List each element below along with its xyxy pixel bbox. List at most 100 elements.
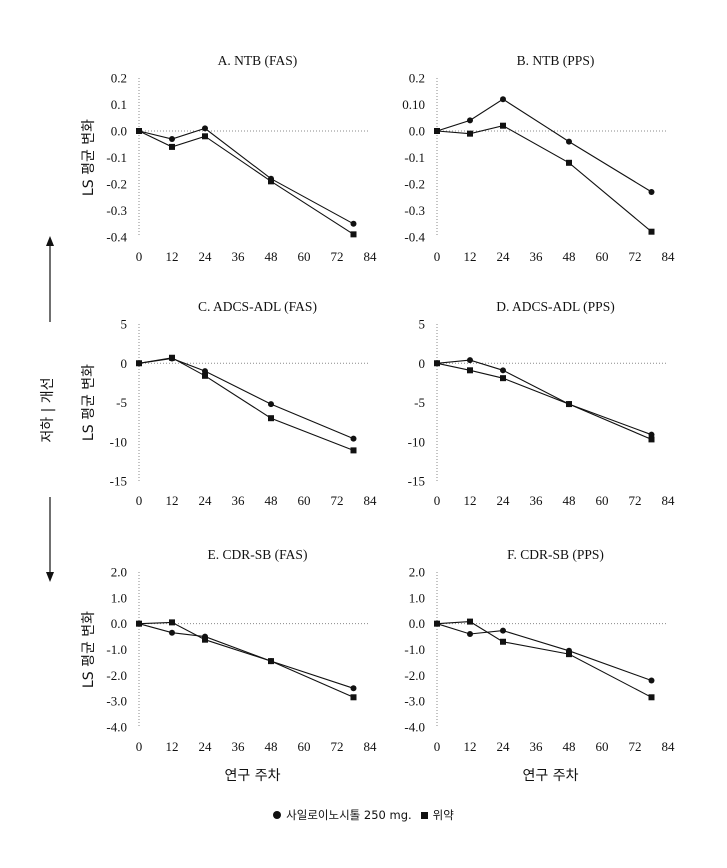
chart-b: B. NTB (PPS) 0.2 0.10 0.0 -0.1 -0.2 -0.3 -0.4 0 1… xyxy=(402,53,675,264)
x-tick-label: 12 xyxy=(166,739,179,754)
y-tick-label: -1.0 xyxy=(106,642,127,657)
x-tick-label: 12 xyxy=(464,493,477,508)
chart-title: B. NTB (PPS) xyxy=(517,53,595,68)
x-tick-label: 0 xyxy=(434,249,441,264)
x-tick-label: 60 xyxy=(596,739,609,754)
data-point-square xyxy=(268,415,274,422)
x-tick-label: 84 xyxy=(662,493,676,508)
data-point-square xyxy=(566,401,572,408)
x-tick-label: 24 xyxy=(497,739,511,754)
data-point-square xyxy=(202,133,208,140)
x-tick-label: 36 xyxy=(232,493,246,508)
data-point-circle xyxy=(500,367,506,374)
x-tick-label: 12 xyxy=(464,739,477,754)
x-tick-label: 84 xyxy=(364,493,378,508)
data-point-circle xyxy=(467,631,473,637)
x-tick-label: 36 xyxy=(530,249,544,264)
x-tick-label: 0 xyxy=(136,739,143,754)
data-point-circle xyxy=(202,125,208,132)
y-tick-label: 1.0 xyxy=(111,590,127,605)
data-point-circle xyxy=(169,629,175,636)
improvement-decline-label: 저하 | 개선 xyxy=(40,377,56,442)
y-tick-label: -0.2 xyxy=(404,177,425,192)
data-point-square xyxy=(136,128,142,134)
series-line-square xyxy=(436,125,652,233)
y-tick-label: -0.2 xyxy=(106,177,127,192)
data-point-square xyxy=(566,651,572,658)
y-tick-label: 0 xyxy=(121,356,128,371)
x-tick-label: 24 xyxy=(199,739,213,754)
data-point-circle xyxy=(648,188,655,195)
data-point-circle xyxy=(467,357,473,364)
x-tick-label: 60 xyxy=(596,493,609,508)
data-point-circle xyxy=(500,96,506,103)
y-tick-label: -15 xyxy=(110,474,127,489)
y-tick-label: 0.0 xyxy=(111,616,127,631)
chart-c: C. ADCS-ADL (FAS) 5 0 -5 -10 -15 0 12 24 36 48 60 72… xyxy=(81,299,377,508)
legend-label-placebo: 위약 xyxy=(432,808,454,822)
data-point-square xyxy=(169,619,175,626)
x-tick-label: 24 xyxy=(199,493,213,508)
y-tick-label: -0.3 xyxy=(404,203,425,218)
chart-title: E. CDR-SB (FAS) xyxy=(208,547,308,562)
data-point-square xyxy=(350,447,357,454)
y-axis-label: LS 평균 변화 xyxy=(81,611,97,688)
x-tick-label: 48 xyxy=(265,739,278,754)
x-tick-label: 84 xyxy=(364,739,378,754)
data-point-square xyxy=(434,620,440,627)
legend-square-marker xyxy=(420,811,428,819)
x-axis-label: 연구 주차 xyxy=(523,768,579,784)
y-tick-label: -5 xyxy=(116,395,127,410)
chart-title: F. CDR-SB (PPS) xyxy=(507,547,604,562)
data-point-circle xyxy=(648,677,655,684)
x-tick-label: 0 xyxy=(136,249,143,264)
y-tick-label: 0.1 xyxy=(111,97,127,112)
data-point-circle xyxy=(169,135,175,142)
y-axis-label: LS 평균 변화 xyxy=(81,119,97,196)
x-tick-label: 60 xyxy=(298,493,311,508)
data-point-square xyxy=(467,618,473,625)
y-tick-label: 5 xyxy=(121,317,128,332)
data-point-square xyxy=(268,658,274,665)
x-tick-label: 72 xyxy=(331,493,344,508)
y-tick-label: 0.2 xyxy=(409,71,425,86)
data-point-square xyxy=(566,159,572,166)
y-tick-label: 0.0 xyxy=(409,616,425,631)
data-point-circle xyxy=(350,220,357,227)
y-tick-label: 5 xyxy=(419,317,426,332)
data-point-circle xyxy=(350,685,357,692)
data-point-square xyxy=(648,436,655,443)
x-tick-label: 48 xyxy=(563,739,576,754)
data-point-circle xyxy=(500,627,506,634)
x-tick-label: 12 xyxy=(166,249,179,264)
x-tick-label: 48 xyxy=(563,493,576,508)
up-arrowhead-icon xyxy=(46,236,54,246)
y-axis-label: LS 평균 변화 xyxy=(81,364,97,441)
y-tick-label: -0.4 xyxy=(106,230,127,245)
x-tick-label: 60 xyxy=(298,249,311,264)
y-tick-label: -10 xyxy=(110,434,127,449)
down-arrowhead-icon xyxy=(46,572,54,582)
y-tick-label: 0.0 xyxy=(409,124,425,139)
data-point-square xyxy=(434,360,440,367)
x-tick-label: 60 xyxy=(596,249,609,264)
data-point-circle xyxy=(350,435,357,442)
x-tick-label: 48 xyxy=(265,493,278,508)
data-point-square xyxy=(500,375,506,382)
data-point-square xyxy=(467,367,473,374)
x-tick-label: 72 xyxy=(629,739,642,754)
y-tick-label: 0.2 xyxy=(111,71,127,86)
data-point-square xyxy=(648,694,655,701)
y-tick-label: -0.3 xyxy=(106,203,127,218)
y-tick-label: 1.0 xyxy=(409,590,425,605)
data-point-circle xyxy=(268,401,274,408)
x-axis-label: 연구 주차 xyxy=(225,768,281,784)
x-tick-label: 0 xyxy=(434,739,441,754)
series-line-circle xyxy=(138,127,354,225)
legend: 사일로이노시톨 250 mg. 위약 xyxy=(0,806,727,824)
charts-grid: A. NTB (FAS) 0.2 0.1 0.0 -0.1 -0.2 -0.3 -0.4 0 12… xyxy=(81,53,675,784)
chart-f: F. CDR-SB (PPS) 2.0 1.0 0.0 -1.0 -2.0 -3.0 -4.0… xyxy=(404,547,675,784)
y-tick-label: -4.0 xyxy=(106,720,127,735)
